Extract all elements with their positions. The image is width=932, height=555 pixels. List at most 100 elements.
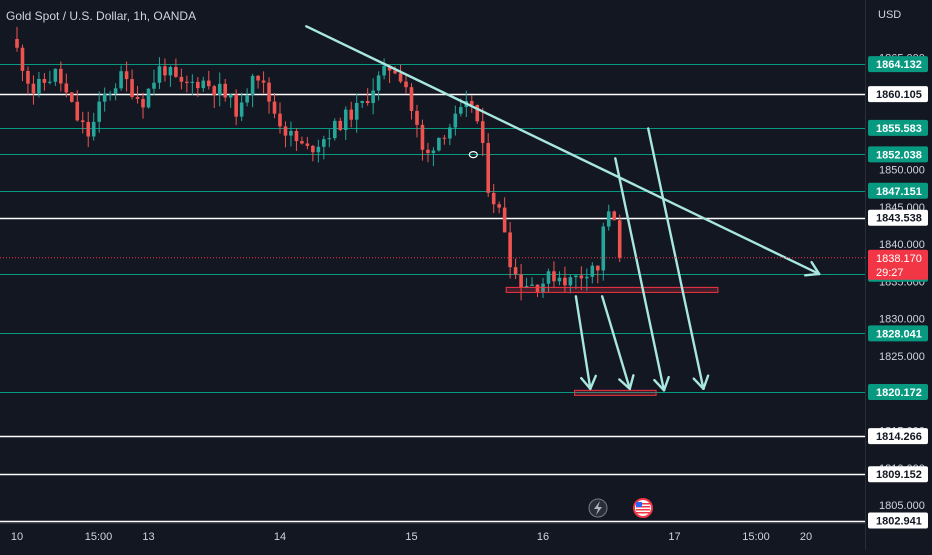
candle — [124, 61, 129, 92]
candle-body — [272, 101, 277, 114]
candle-body — [245, 95, 249, 103]
price-label-box — [868, 146, 928, 163]
candle — [201, 76, 206, 92]
candle — [409, 83, 414, 120]
current-price-box — [868, 249, 928, 280]
candle-body — [530, 284, 534, 286]
arrow-head — [810, 260, 821, 276]
y-tick-label: 1825.000 — [879, 351, 925, 363]
arrow-shaft — [600, 295, 631, 391]
candle-body — [448, 127, 452, 139]
candle-body — [174, 66, 178, 77]
candle — [294, 128, 299, 151]
candle-body — [617, 220, 622, 258]
candle — [97, 91, 101, 133]
candle-body — [283, 126, 288, 136]
arrow-shaft — [305, 25, 821, 276]
current-price-label: 1838.170 29:27 — [0, 249, 928, 280]
candle-body — [546, 271, 551, 284]
price-label-text: 1860.105 — [876, 89, 922, 101]
candle-body — [228, 94, 233, 98]
candle — [75, 90, 80, 122]
candle — [272, 92, 277, 119]
candle-body — [475, 104, 480, 122]
candle-body — [415, 110, 419, 125]
candle-body — [541, 283, 545, 293]
candle — [327, 129, 332, 148]
price-label-box — [868, 428, 928, 445]
price-label: 1860.105 — [868, 86, 928, 103]
candle — [486, 133, 491, 197]
candle — [206, 70, 211, 90]
candle-body — [163, 66, 167, 76]
candle — [448, 123, 452, 146]
candle — [53, 68, 58, 86]
candle-body — [371, 90, 375, 104]
candle-body — [102, 93, 107, 102]
price-label-text: 1864.132 — [876, 59, 922, 71]
candle-body — [267, 82, 271, 102]
arrow-head — [804, 272, 821, 277]
flag-stripe — [636, 512, 650, 514]
candle-body — [311, 145, 315, 153]
candle-body — [86, 122, 91, 137]
candle-body — [343, 109, 348, 131]
price-label-box — [868, 466, 928, 483]
candle — [343, 106, 348, 141]
price-label: 1802.941 — [868, 512, 928, 529]
candle-body — [289, 130, 293, 136]
candle — [541, 277, 545, 299]
candle — [563, 266, 567, 293]
candle — [228, 93, 233, 108]
candle — [382, 58, 386, 80]
candle — [152, 69, 156, 96]
candle — [42, 72, 47, 91]
candle — [163, 58, 167, 82]
candle — [157, 57, 162, 90]
candle — [322, 135, 326, 160]
candle — [311, 144, 315, 162]
x-tick-label: 20 — [800, 531, 812, 543]
flag-stripe — [636, 506, 650, 508]
candle-body — [146, 88, 151, 108]
candle — [590, 262, 595, 284]
zone-upper — [505, 286, 719, 293]
candle-body — [31, 83, 36, 94]
candle-body — [278, 113, 282, 127]
candle-body — [300, 141, 304, 144]
candle — [612, 210, 617, 221]
candle — [256, 74, 260, 89]
price-label: 1847.151 — [868, 182, 928, 199]
candle-body — [316, 146, 321, 153]
candle — [469, 95, 474, 113]
candle-body — [42, 78, 47, 83]
candle — [453, 105, 458, 136]
candle-body — [437, 137, 441, 151]
price-label: 1828.041 — [868, 325, 928, 342]
candle-body — [360, 101, 364, 103]
candle — [442, 134, 447, 145]
candle — [261, 71, 266, 94]
candle-body — [26, 70, 30, 84]
candle — [420, 119, 425, 161]
candle-body — [168, 66, 173, 76]
candle-body — [108, 93, 112, 95]
candle-body — [595, 265, 600, 271]
price-label: 1814.266 — [868, 428, 928, 445]
candle — [568, 274, 573, 294]
candle-body — [459, 107, 463, 114]
candle-body — [398, 73, 403, 82]
candle-body — [256, 75, 260, 81]
y-tick-label: 1840.000 — [879, 239, 925, 251]
y-tick-label: 1805.000 — [879, 500, 925, 512]
event-icons — [588, 498, 653, 518]
x-tick-label: 15:00 — [85, 531, 113, 543]
candle — [69, 91, 74, 103]
candle-body — [585, 276, 589, 279]
arrow-head — [692, 377, 705, 391]
candle-body — [519, 274, 523, 288]
candle — [552, 261, 556, 288]
candle-body — [119, 71, 123, 89]
